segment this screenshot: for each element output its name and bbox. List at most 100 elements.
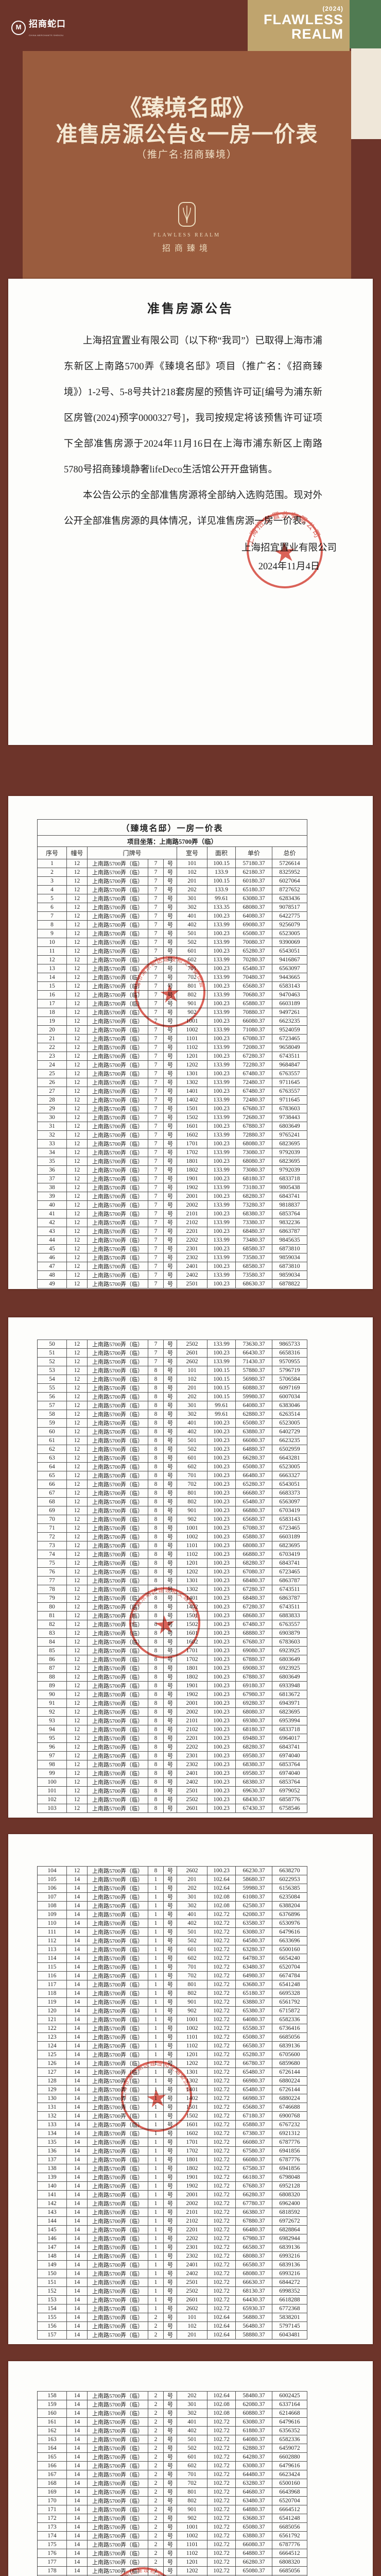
cell-street: 上南路5700弄（临） [87,1445,148,1454]
cell-area: 100.23 [207,1480,236,1489]
cell-block: 14 [66,1892,88,1902]
cell-seq: 168 [37,2479,67,2488]
cell-block: 14 [66,2094,88,2103]
cell-total-price: 6638270 [272,1866,307,1875]
cell-house: 7 [148,885,164,894]
table-row: 47 12 上南路5700弄（临） 7 号 2401 100.23 68580.37 68738… [37,1262,307,1271]
table-row: 156 14 上南路5700弄（临） 2 号 102 102.64 56480.37 57971… [37,2321,307,2331]
cell-area: 102.72 [207,1962,236,1972]
cell-unit-price: 66080.37 [235,1016,272,1026]
cell-area: 102.72 [207,2173,236,2182]
table-row: 18 12 上南路5700弄（临） 7 号 902 133.99 70880.37 949726… [37,1008,307,1017]
cell-street: 上南路5700弄（临） [87,1104,148,1113]
cell-seq: 52 [37,1357,67,1366]
cell-total-price: 6798048 [272,2173,307,2182]
cell-street: 上南路5700弄（临） [87,1751,148,1760]
cell-total-price: 6982944 [272,2234,307,2243]
cell-house: 8 [148,1672,164,1682]
cell-seq: 96 [37,1742,67,1752]
table-row: 124 14 上南路5700弄（临） 1 号 1102 102.72 66580.37 6839… [37,2041,307,2050]
cell-block: 14 [66,2321,88,2331]
cell-house: 1 [148,1962,164,1972]
cell-hao: 号 [163,1095,177,1105]
cell-unit-price: 69280.37 [235,1699,272,1708]
cell-area: 102.72 [207,2278,236,2287]
cell-seq: 130 [37,2094,67,2103]
cell-unit-price: 66080.37 [235,2540,272,2549]
cell-street: 上南路5700弄（临） [87,1348,148,1358]
cell-room: 502 [177,1445,207,1454]
cell-total-price: 6027064 [272,876,307,886]
cell-seq: 115 [37,1962,67,1972]
cell-area: 100.23 [207,1681,236,1690]
cell-house: 8 [148,1567,164,1577]
cell-area: 133.99 [207,1043,236,1052]
cell-house: 2 [148,2400,164,2409]
cell-block: 12 [66,938,88,947]
cell-total-price: 9524059 [272,1025,307,1035]
cell-street: 上南路5700弄（临） [87,1270,148,1280]
cell-total-price: 6623235 [272,1436,307,1445]
table-row: 93 12 上南路5700弄（临） 8 号 2101 100.23 69380.37 69539… [37,1716,307,1725]
table-row: 9 12 上南路5700弄（临） 7 号 501 100.23 65080.37 6523005 [37,929,307,938]
logo-m-icon: M [11,20,26,35]
cell-block: 14 [66,2295,88,2304]
cell-room: 402 [177,1427,207,1436]
cell-total-price: 6726144 [272,2085,307,2094]
cell-unit-price: 64080.37 [235,2435,272,2444]
cell-seq: 67 [37,1488,67,1498]
cell-hao: 号 [163,2487,177,2497]
cell-block: 12 [66,1227,88,1236]
cell-hao: 号 [163,1069,177,1078]
cell-seq: 73 [37,1541,67,1550]
cell-block: 14 [66,2531,88,2540]
table-row: 32 12 上南路5700弄（临） 7 号 1602 133.99 72880.37 97652… [37,1130,307,1140]
cell-house: 7 [148,1340,164,1349]
cell-total-price: 6979052 [272,1786,307,1795]
cell-street: 上南路5700弄（临） [87,1340,148,1349]
cell-room: 2602 [177,2304,207,2313]
cell-street: 上南路5700弄（临） [87,1087,148,1096]
cell-unit-price: 69580.37 [235,1769,272,1778]
cell-unit-price: 66580.37 [235,2243,272,2252]
cell-unit-price: 73380.37 [235,1218,272,1227]
cell-hao: 号 [163,2260,177,2269]
cell-area: 100.23 [207,1515,236,1524]
cell-hao: 号 [163,2199,177,2208]
cell-total-price: 6623424 [272,2470,307,2479]
cell-area: 100.23 [207,981,236,991]
table-row: 97 12 上南路5700弄（临） 8 号 2301 100.23 69580.37 69740… [37,1751,307,1760]
cell-seq: 78 [37,1585,67,1594]
cell-block: 14 [66,1936,88,1945]
cell-total-price: 6383046 [272,1401,307,1410]
cell-total-price: 6839136 [272,2243,307,2252]
cell-unit-price: 72880.37 [235,1130,272,1140]
cell-room: 201 [177,2330,207,2340]
brand-cn: 招商臻境 [162,244,212,253]
cell-street: 上南路5700弄（临） [87,1997,148,2007]
cell-seq: 58 [37,1410,67,1419]
cell-block: 12 [66,1751,88,1760]
cell-unit-price: 64680.37 [235,2487,272,2497]
cell-unit-price: 57880.37 [235,1366,272,1375]
official-seal: 上海市浦东新区建设和交通委员会 ★ [123,1581,207,1666]
cell-house: 2 [148,2540,164,2549]
cell-block: 12 [66,1523,88,1533]
table-row: 7 12 上南路5700弄（临） 7 号 401 100.23 64080.37 6422775 [37,911,307,921]
cell-seq: 150 [37,2269,67,2278]
cell-hao: 号 [163,1148,177,1157]
cell-block: 12 [66,1279,88,1289]
table-row: 70 12 上南路5700弄（临） 8 号 902 100.23 65680.37 658314… [37,1515,307,1524]
cell-unit-price: 60180.37 [235,876,272,886]
cell-unit-price: 67480.37 [235,1620,272,1629]
cell-seq: 79 [37,1594,67,1603]
cell-seq: 46 [37,1253,67,1262]
cell-seq: 132 [37,2111,67,2121]
cell-block: 14 [66,2391,88,2400]
cell-street: 上南路5700弄（临） [87,1954,148,1963]
cell-seq: 155 [37,2313,67,2322]
cell-hao: 号 [163,2505,177,2514]
cell-total-price: 6654240 [272,1954,307,1963]
cell-area: 102.72 [207,2444,236,2453]
table-row: 50 12 上南路5700弄（临） 7 号 2502 133.99 73630.37 98657… [37,1340,307,1349]
